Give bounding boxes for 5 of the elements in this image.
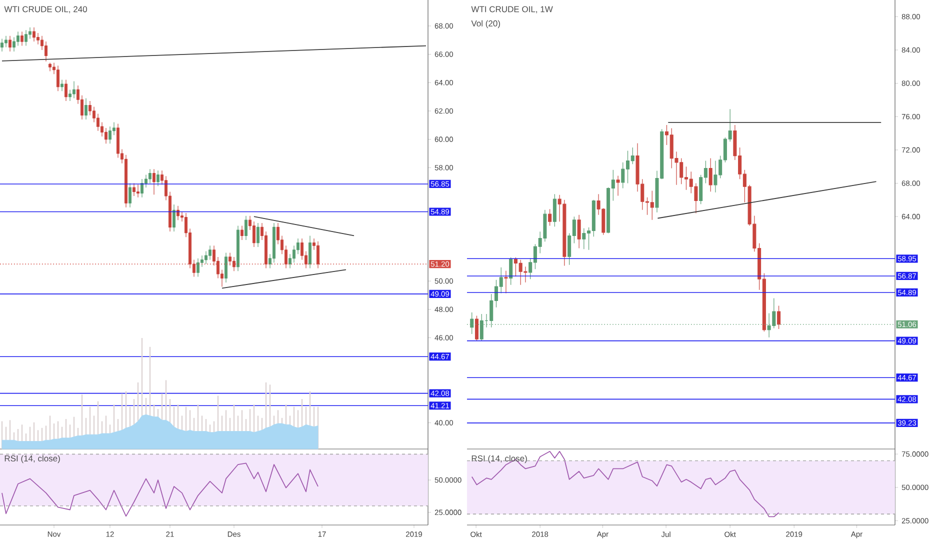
annotation: RSI (14, close): [472, 455, 527, 464]
annotation: Vol (20): [471, 20, 500, 28]
text: WTI CRUDE OIL, 1W: [471, 6, 553, 14]
text: RSI (14, close): [4, 455, 60, 464]
text: WTI CRUDE OIL, 240: [4, 6, 87, 14]
